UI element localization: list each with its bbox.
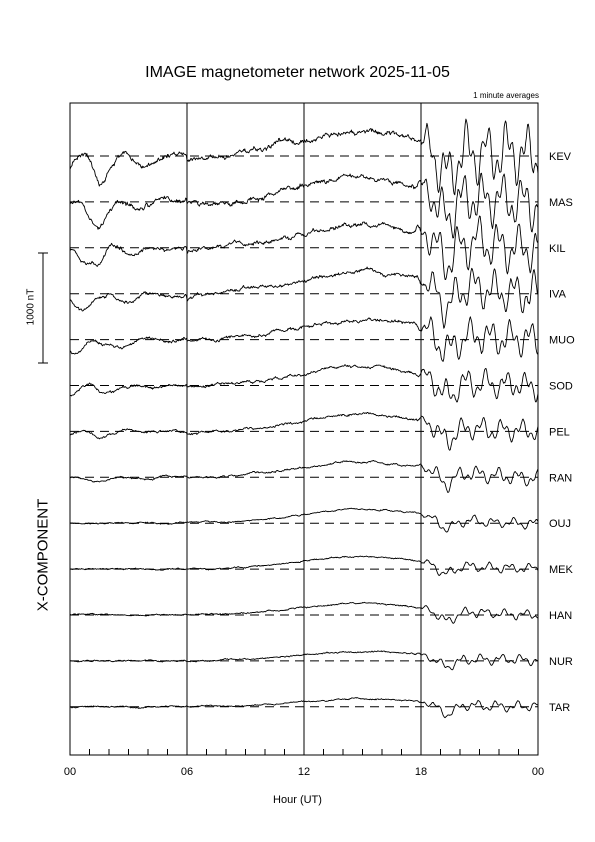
station-label-sod: SOD — [549, 381, 573, 393]
station-label-kil: KIL — [549, 243, 566, 255]
station-label-pel: PEL — [549, 426, 570, 438]
chart-subtitle: 1 minute averages — [473, 91, 539, 100]
station-label-mas: MAS — [549, 197, 573, 209]
station-label-kev: KEV — [549, 151, 572, 163]
trace-ouj — [69, 507, 539, 533]
trace-mas — [69, 172, 539, 239]
scale-bar — [38, 252, 48, 364]
trace-sod — [69, 364, 539, 403]
x-tick-label: 18 — [415, 766, 427, 778]
trace-iva — [69, 266, 539, 329]
trace-han — [69, 601, 539, 624]
x-tick-label: 00 — [64, 766, 76, 778]
x-tick-label: 00 — [532, 766, 544, 778]
trace-muo — [69, 316, 539, 362]
trace-ran — [69, 459, 539, 493]
trace-pel — [69, 411, 539, 451]
station-label-nur: NUR — [549, 656, 573, 668]
station-traces — [69, 118, 539, 719]
station-label-tar: TAR — [549, 702, 570, 714]
station-label-han: HAN — [549, 610, 572, 622]
trace-tar — [69, 697, 539, 719]
trace-kev — [69, 118, 539, 196]
station-labels: KEV MAS KIL IVA MUO SOD PEL RAN OUJ MEK HAN NUR TAR — [549, 151, 575, 714]
station-label-ouj: OUJ — [549, 518, 571, 530]
trace-nur — [69, 650, 539, 671]
trace-kil — [69, 215, 539, 280]
station-label-ran: RAN — [549, 472, 572, 484]
trace-mek — [69, 555, 539, 576]
station-label-mek: MEK — [549, 564, 574, 576]
x-tick-label: 12 — [298, 766, 310, 778]
x-tick-label: 06 — [181, 766, 193, 778]
chart-title: IMAGE magnetometer network 2025-11-05 — [145, 64, 450, 81]
vertical-grid — [186, 103, 422, 755]
station-label-iva: IVA — [549, 289, 567, 301]
station-label-muo: MUO — [549, 335, 575, 347]
x-axis-label: Hour (UT) — [273, 794, 322, 806]
x-axis-ticks: 00 06 12 18 00 — [64, 745, 544, 778]
